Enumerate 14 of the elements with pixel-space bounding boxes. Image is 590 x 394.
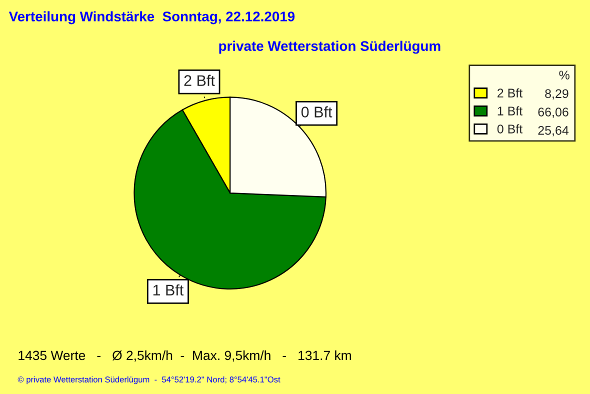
- text: 1435 Werte - Ø 2,5km/h - Max. 9,5km/h - 131.7 km: [18, 350, 351, 362]
- data-label: 8,29: [545, 89, 568, 100]
- text: © private Wetterstation Süderlügum - 54°52'19.2" Nord; 8°54'45.1"Ost: [18, 376, 280, 384]
- slice-label: 0 Bft: [301, 106, 332, 118]
- legend-title: %: [559, 70, 570, 80]
- legend-label: 2 Bft: [498, 88, 523, 98]
- chart-subtitle: private Wetterstation Süderlügum: [219, 40, 440, 54]
- chart-title: Verteilung Windstärke Sonntag, 22.12.2019: [8, 11, 295, 24]
- data-label: 66,06: [538, 108, 568, 118]
- data-label: 25,64: [538, 126, 569, 136]
- slice-label: 1 Bft: [153, 284, 184, 296]
- legend-label: 0 Bft: [497, 124, 523, 134]
- legend-label: 1 Bft: [498, 106, 523, 116]
- slice-label: 2 Bft: [184, 74, 215, 86]
